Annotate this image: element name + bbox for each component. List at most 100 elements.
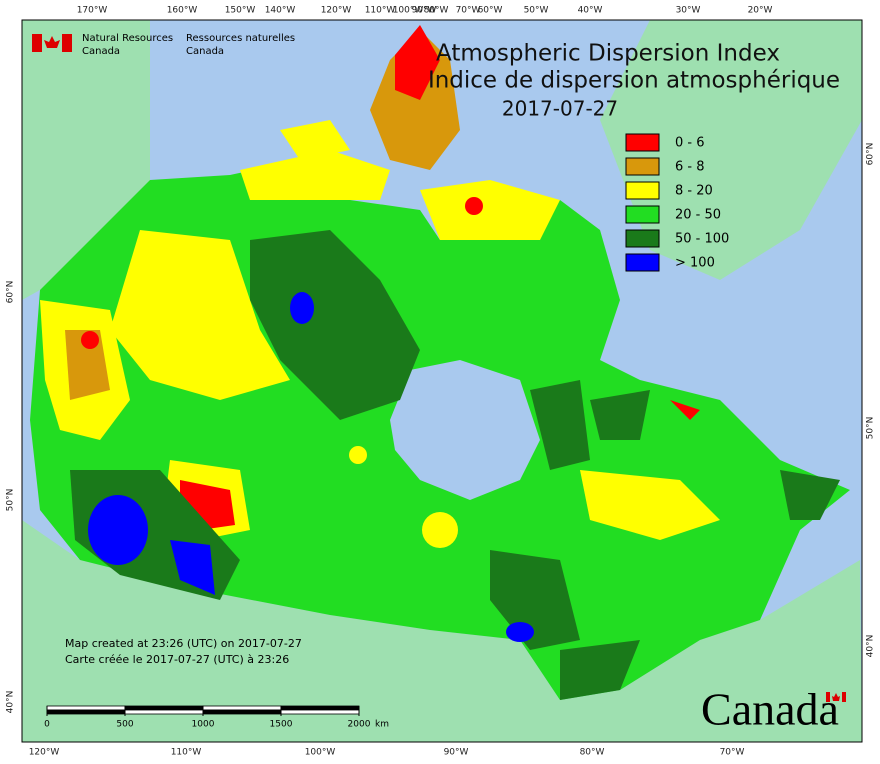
lon-label: 160°W (167, 6, 198, 16)
patch-red (81, 331, 99, 349)
land-usa (22, 520, 862, 742)
legend-label: > 100 (675, 256, 715, 271)
scale-label: 1500 (270, 720, 293, 730)
legend-swatch (625, 229, 660, 248)
title: Indice de dispersion atmosphérique (428, 68, 840, 94)
patch-blue (170, 540, 215, 595)
scale-label: 0 (44, 720, 50, 730)
island (280, 120, 350, 160)
lon-label: 120°W (321, 6, 352, 16)
lon-label: 40°W (578, 6, 603, 16)
lon-label: 100°W (305, 748, 336, 758)
hudson-bay (390, 360, 540, 500)
wordmark-flag (826, 692, 830, 702)
lon-label: 100°W (393, 6, 424, 16)
lon-label: 110°W (365, 6, 396, 16)
lon-label: 50°W (524, 6, 549, 16)
patch-dark (590, 390, 650, 440)
agency-fr: Canada (186, 46, 224, 57)
wordmark: Canada (701, 684, 839, 735)
legend: 0 - 6 6 - 8 8 - 20 20 - 50 50 - 100 > 100 (625, 133, 729, 272)
patch-blue (506, 622, 534, 642)
legend-swatch (625, 181, 660, 200)
patch-yellow (580, 470, 720, 540)
patch-blue (88, 495, 148, 565)
lon-label: 90°W (444, 748, 469, 758)
agency-fr: Ressources naturelles (186, 33, 295, 44)
flag-leaf (44, 36, 60, 48)
lon-label: 140°W (265, 6, 296, 16)
lat-label: 40°N (6, 691, 16, 714)
wordmark-flag (842, 692, 846, 702)
legend-swatch (625, 205, 660, 224)
patch-dark (530, 380, 590, 470)
lon-label: 80°W (424, 6, 449, 16)
land-alaska (22, 20, 150, 300)
baffin-yellow (420, 180, 560, 240)
lon-label: 70°W (456, 6, 481, 16)
patch-yellow (110, 230, 290, 400)
agency-en: Canada (82, 46, 120, 57)
patch (465, 197, 483, 215)
wordmark-leaf (832, 693, 840, 701)
scale-segment (202, 709, 282, 715)
legend-label: 6 - 8 (675, 160, 705, 175)
scale-segment (202, 705, 282, 711)
lat-label: 60°N (6, 281, 16, 304)
scale-segment (124, 705, 204, 711)
lat-label: 40°N (866, 635, 876, 658)
lon-label: 80°W (580, 748, 605, 758)
scale-segment (124, 709, 204, 715)
patch-yellow (349, 446, 367, 464)
scale-label: 500 (116, 720, 133, 730)
scale-label: 1000 (192, 720, 215, 730)
legend-swatch (625, 253, 660, 272)
patch-yellow (422, 512, 458, 548)
patch-dark (780, 470, 840, 520)
scale-label: 2000 (348, 720, 371, 730)
island-yellow (240, 150, 390, 200)
legend-label: 20 - 50 (675, 208, 721, 223)
scale-unit: km (375, 720, 389, 730)
lon-label: 110°W (171, 748, 202, 758)
date: 2017-07-27 (502, 97, 618, 121)
agency-en: Natural Resources (82, 33, 173, 44)
legend-label: 8 - 20 (675, 184, 713, 199)
lon-label: 170°W (77, 6, 108, 16)
patch-dark (560, 640, 640, 700)
map-frame (21, 19, 863, 743)
lon-label: 60°W (478, 6, 503, 16)
flag-bar (32, 34, 42, 52)
legend-label: 0 - 6 (675, 136, 705, 151)
lon-label: 120°W (29, 748, 60, 758)
scale-segment (280, 705, 360, 711)
patch-red (670, 400, 700, 420)
legend-swatch (625, 133, 660, 152)
scale-segment (46, 709, 126, 715)
created-en: Map created at 23:26 (UTC) on 2017-07-27 (65, 637, 302, 650)
scale-segment (280, 709, 360, 715)
legend-swatch (625, 157, 660, 176)
legend-label: 50 - 100 (675, 232, 729, 247)
title: Atmospheric Dispersion Index (436, 41, 780, 67)
graticule-labels: 170°W 160°W 150°W 140°W 120°W 110°W100°W90°W8… (6, 6, 876, 758)
land-greenland (600, 20, 862, 280)
patch-blue (290, 292, 314, 324)
lat-label: 50°N (6, 489, 16, 512)
patch-dark (250, 230, 420, 420)
scale-segment (46, 705, 126, 711)
lat-label: 60°N (866, 143, 876, 166)
island-red (395, 25, 440, 100)
lon-label: 90°W (412, 6, 437, 16)
lat-label: 50°N (866, 417, 876, 440)
patch-orange (65, 330, 110, 400)
lon-label: 30°W (676, 6, 701, 16)
scale-bar: 0 500 1000 1500 2000 km (44, 705, 389, 730)
lon-label: 150°W (225, 6, 256, 16)
flag-bar (62, 34, 72, 52)
created-fr: Carte créée le 2017-07-27 (UTC) à 23:26 (65, 653, 289, 666)
lon-label: 70°W (720, 748, 745, 758)
lon-label: 20°W (748, 6, 773, 16)
